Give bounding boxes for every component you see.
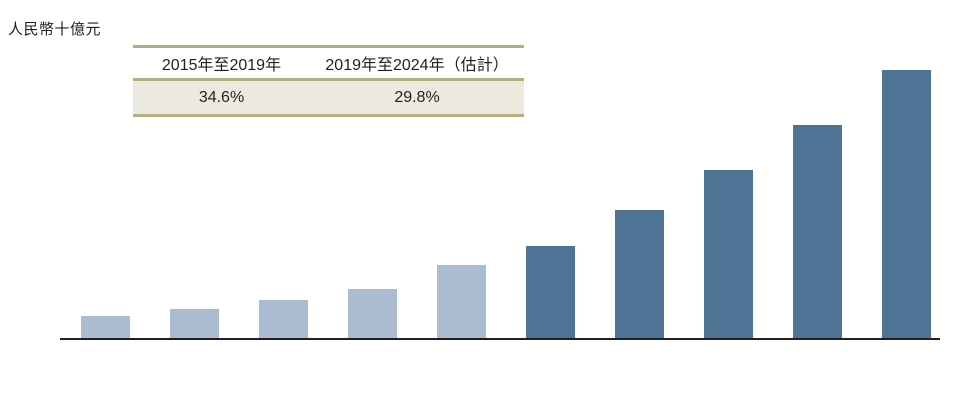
- cagr-table-middle-rule: [133, 78, 524, 81]
- bar[interactable]: [259, 300, 308, 338]
- bar[interactable]: [615, 210, 664, 338]
- bar[interactable]: [170, 309, 219, 338]
- bar[interactable]: [793, 125, 842, 338]
- cagr-header-period-2: 2019年至2024年（估計）: [325, 57, 509, 74]
- bar[interactable]: [437, 265, 486, 338]
- bar[interactable]: [348, 289, 397, 338]
- bar[interactable]: [704, 170, 753, 338]
- cagr-table-header-row: 2015年至2019年 2019年至2024年（估計）: [133, 48, 524, 78]
- x-axis-line: [60, 338, 940, 340]
- bar[interactable]: [81, 316, 130, 338]
- cagr-table-top-rule: [133, 45, 524, 48]
- cagr-table: 2015年至2019年 2019年至2024年（估計） 34.6% 29.8%: [133, 45, 524, 117]
- cagr-table-value-row: 34.6% 29.8%: [133, 81, 524, 114]
- cagr-header-period-1: 2015年至2019年: [161, 57, 282, 74]
- y-axis-unit-label: 人民幣十億元: [8, 21, 102, 38]
- bar[interactable]: [882, 70, 931, 338]
- bar[interactable]: [526, 246, 575, 338]
- cagr-value-period-2: 29.8%: [394, 88, 440, 106]
- cagr-table-bottom-rule: [133, 114, 524, 117]
- cagr-value-period-1: 34.6%: [198, 88, 245, 106]
